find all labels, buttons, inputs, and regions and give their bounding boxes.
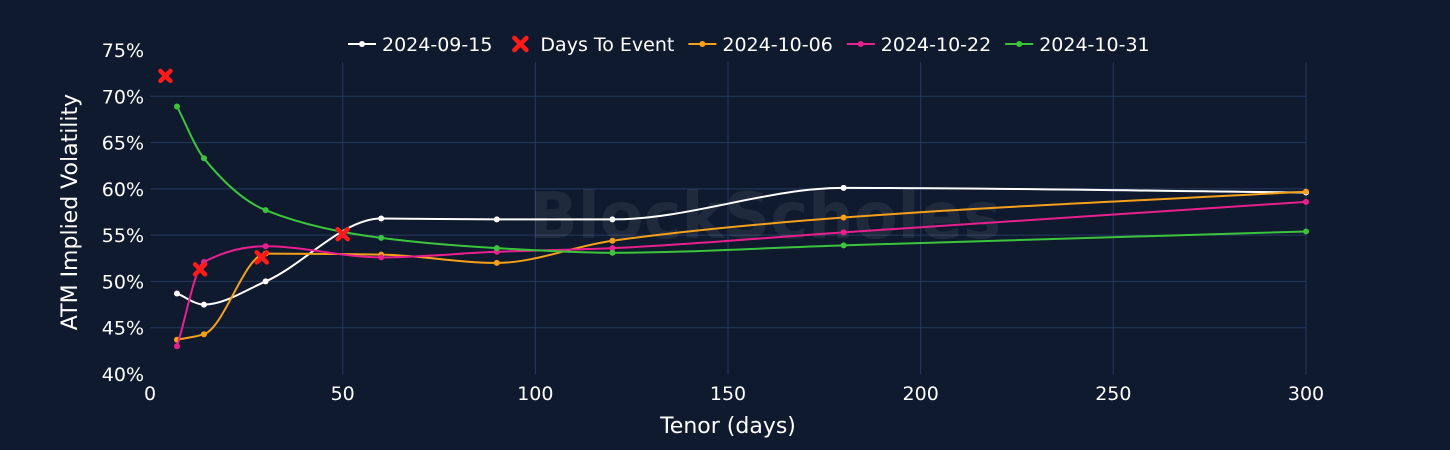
data-point: [378, 234, 385, 241]
legend-item: Days To Event: [512, 34, 674, 56]
y-tick-label: 50%: [102, 271, 144, 293]
legend-label: 2024-10-31: [1039, 34, 1149, 56]
x-tick-label: 250: [1095, 383, 1131, 405]
legend-item: 2024-10-22: [846, 34, 991, 56]
data-point: [262, 207, 269, 214]
legend-label: 2024-09-15: [382, 34, 492, 56]
tick-labels: 0 50 100 150 200 250 300 40% 45% 50% 55% 60% 65% 70% 7…: [102, 40, 1324, 405]
data-point: [840, 184, 847, 191]
data-point: [1303, 228, 1309, 235]
series-line: [176, 190, 1307, 341]
data-point: [262, 278, 269, 285]
x-tick-label: 300: [1288, 383, 1324, 405]
series-line: [176, 106, 1307, 254]
event-marker: [192, 262, 208, 277]
legend-point-swatch: [1016, 41, 1023, 47]
data-point: [840, 214, 847, 221]
x-tick-label: 50: [331, 383, 355, 405]
y-tick-label: 75%: [102, 40, 144, 62]
series-2024-10-22: [173, 198, 1309, 350]
x-tick-label: 150: [710, 383, 746, 405]
y-tick-label: 70%: [102, 86, 144, 108]
series-line: [176, 200, 1307, 347]
legend-item: 2024-10-06: [688, 34, 833, 56]
x-tick-label: 100: [517, 383, 553, 405]
data-point: [173, 343, 180, 350]
event-marker: [335, 226, 350, 242]
legend: 2024-09-15 Days To Event 2024-10-06 2024-10…: [348, 34, 1150, 56]
data-point: [609, 216, 616, 223]
data-point: [840, 242, 847, 249]
y-tick-label: 65%: [102, 133, 144, 155]
data-point: [609, 237, 616, 244]
y-tick-label: 60%: [102, 179, 144, 201]
x-axis-title: Tenor (days): [659, 414, 796, 439]
legend-label: 2024-10-22: [881, 34, 991, 56]
data-point: [609, 245, 616, 252]
data-point: [1303, 198, 1309, 205]
data-point: [262, 243, 269, 250]
legend-item: 2024-09-15: [348, 34, 492, 56]
data-point: [173, 103, 180, 110]
grid: [150, 62, 1307, 374]
legend-label: Days To Event: [540, 34, 674, 56]
data-point: [609, 249, 616, 256]
series-2024-10-31: [173, 103, 1309, 256]
data-point: [1303, 188, 1309, 195]
data-point: [200, 331, 207, 338]
legend-x-swatch: [512, 35, 529, 53]
x-tick-label: 200: [903, 383, 939, 405]
legend-point-swatch: [359, 41, 365, 47]
data-point: [378, 215, 385, 222]
y-tick-label: 55%: [102, 225, 144, 247]
series-layer: [158, 68, 1309, 350]
legend-point-swatch: [699, 41, 706, 47]
data-point: [840, 229, 847, 236]
series-Days To Event: [158, 68, 350, 277]
y-tick-label: 40%: [102, 364, 144, 386]
data-point: [173, 290, 180, 297]
x-tick-label: 0: [144, 383, 156, 405]
y-axis-title: ATM Implied Volatility: [58, 94, 83, 330]
data-point: [493, 216, 500, 223]
series-2024-10-06: [173, 188, 1309, 343]
data-point: [200, 301, 207, 308]
data-point: [200, 155, 207, 162]
series-line: [176, 186, 1307, 306]
legend-label: 2024-10-06: [722, 34, 832, 56]
event-marker: [254, 250, 269, 265]
data-point: [493, 245, 500, 252]
legend-item: 2024-10-31: [1005, 34, 1150, 56]
data-point: [378, 254, 385, 261]
legend-point-swatch: [857, 41, 864, 47]
data-point: [493, 259, 500, 266]
y-tick-label: 45%: [102, 318, 144, 340]
event-marker: [158, 68, 173, 84]
